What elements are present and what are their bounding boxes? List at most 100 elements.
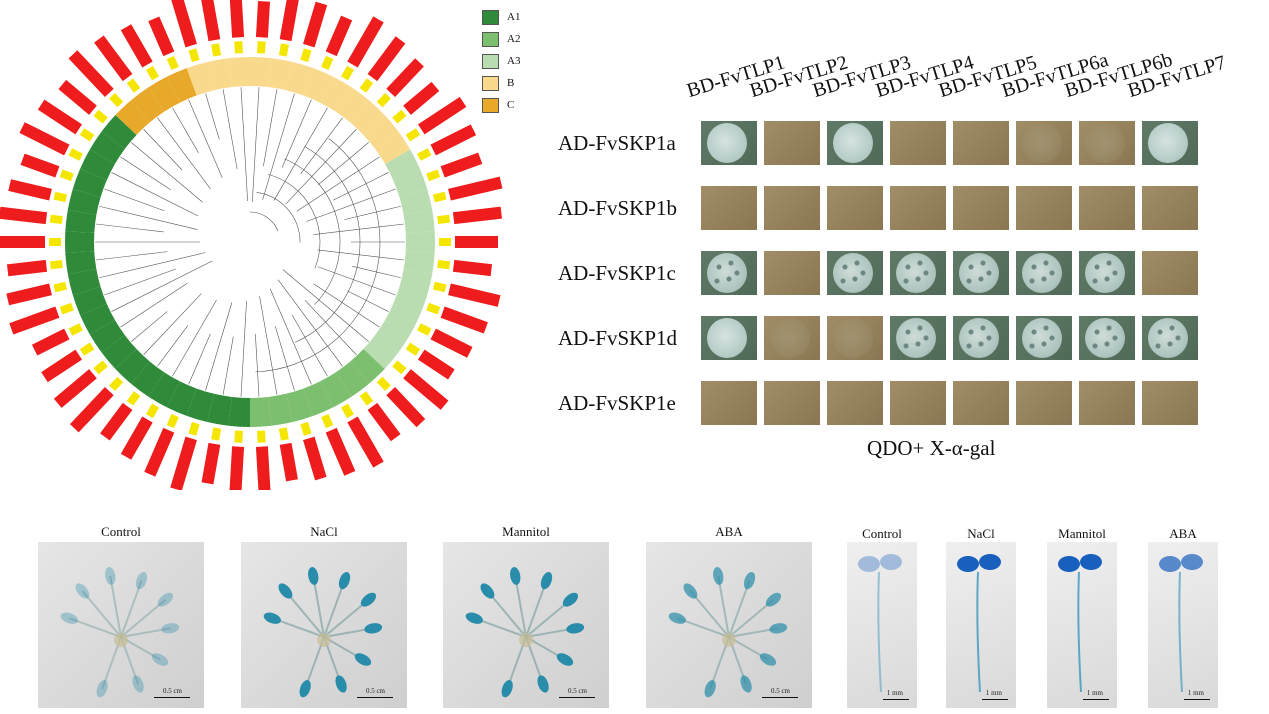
motif-tag [321, 55, 334, 71]
stained-leaf [683, 583, 698, 599]
scale-label: 1 mm [985, 689, 1002, 697]
scale-label: 0.5 cm [162, 687, 182, 695]
tree-branch [281, 99, 312, 168]
scale-label: 1 mm [886, 689, 903, 697]
seedling-drawing [263, 567, 383, 698]
tree-branch [317, 142, 369, 186]
tree-branch [99, 252, 206, 279]
stained-leaf [354, 653, 372, 666]
tree-branch [157, 117, 211, 190]
scale-label: 0.5 cm [365, 687, 385, 695]
yeast-colony [833, 253, 873, 293]
prey-row-label: AD-FvSKP1c [558, 261, 676, 285]
clade-ring-segment [399, 269, 433, 296]
stained-leaf [537, 675, 549, 693]
clade-ring-segment [250, 396, 272, 427]
sprout-photo: 1 mm [1047, 542, 1117, 708]
plate-background [764, 381, 820, 425]
sprout-drawing [1058, 554, 1102, 693]
tree-branch [291, 314, 328, 377]
plate-background [890, 121, 946, 165]
domain-bar [41, 349, 83, 383]
stained-leaf [566, 623, 585, 634]
clade-ring-segment [363, 335, 399, 369]
clade-ring-segment [186, 61, 215, 96]
legend-item: C [482, 94, 562, 116]
clade-ring-segment [320, 372, 352, 408]
yeast-spot [953, 316, 1009, 360]
motif-tag [256, 430, 266, 443]
plate-background [764, 186, 820, 230]
legend-item: A2 [482, 28, 562, 50]
clade-ring-segment [399, 188, 433, 215]
motif-tag [59, 169, 74, 182]
tree-branch [99, 205, 198, 230]
clade-ring-segment [375, 131, 411, 164]
motif-tag [53, 191, 68, 203]
yeast-spot [701, 251, 757, 295]
petiole [120, 598, 167, 638]
tree-branch [300, 117, 343, 174]
sprout-treatment-label: NaCl [967, 526, 995, 541]
tree-branch [267, 174, 321, 269]
motif-tag [341, 403, 354, 419]
yeast-spot [890, 121, 946, 165]
prey-row-label: AD-FvSKP1b [558, 196, 678, 220]
yeast-colony [833, 318, 873, 358]
hypocotyl-base [317, 633, 331, 647]
plate-background [1079, 381, 1135, 425]
motif-tag [59, 302, 74, 315]
clade-ring-segment [67, 188, 101, 215]
tree-branch [96, 223, 164, 233]
domain-bar [20, 153, 60, 178]
stained-leaf [299, 680, 311, 698]
yeast-spot [764, 381, 820, 425]
motif-tag [49, 238, 61, 246]
tree-branch [282, 269, 369, 342]
motif-tag [439, 238, 451, 246]
yeast-spot [827, 381, 883, 425]
stained-leaf [75, 583, 90, 599]
motif-tag [68, 148, 83, 161]
yeast-colony [707, 123, 747, 163]
petiole [312, 575, 325, 638]
plate-background [764, 121, 820, 165]
tree-branch [259, 296, 278, 395]
motif-tag [49, 259, 63, 270]
motif-tag [146, 403, 159, 419]
yeast-spot [1079, 251, 1135, 295]
tree-branch [284, 158, 341, 305]
yeast-spot [701, 121, 757, 165]
hypocotyl-base [114, 633, 128, 647]
tree-branch [205, 302, 233, 391]
domain-bar [303, 436, 327, 481]
yeast-colony [1085, 253, 1125, 293]
stained-leaf [157, 592, 174, 607]
yeast-spot [1142, 381, 1198, 425]
motif-tag [79, 342, 95, 356]
yeast-spot [1016, 186, 1072, 230]
domain-bar [200, 0, 221, 42]
clade-ring-segment [186, 388, 215, 423]
prey-row-label: AD-FvSKP1a [558, 131, 676, 155]
yeast-spot [1016, 121, 1072, 165]
petiole [473, 617, 527, 638]
clade-ring-segment [268, 393, 293, 426]
motif-tag [211, 427, 222, 441]
motif-tag [109, 93, 124, 108]
stained-leaf [308, 567, 319, 585]
legend-label: A1 [507, 11, 521, 23]
plate-background [1016, 186, 1072, 230]
stained-leaf [740, 675, 752, 693]
petiole [81, 590, 122, 638]
legend-label: A3 [507, 55, 521, 67]
motif-tag [166, 413, 179, 429]
plate-background [890, 186, 946, 230]
scale-bar [883, 699, 909, 700]
motif-tag [109, 376, 124, 391]
petiole [676, 617, 730, 638]
tree-branch [304, 299, 357, 355]
sprout-treatment-label: ABA [1169, 526, 1197, 541]
legend-swatch [482, 75, 499, 91]
scale-label: 0.5 cm [567, 687, 587, 695]
